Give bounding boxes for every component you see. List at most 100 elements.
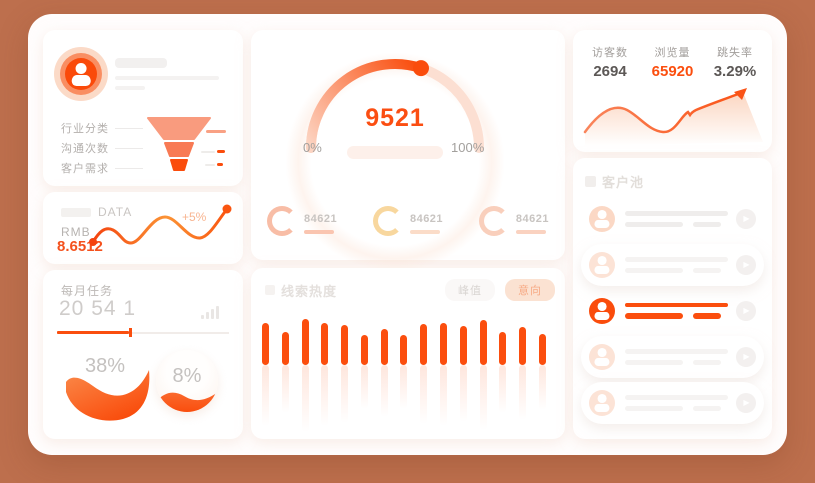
customer-text-placeholder: [625, 395, 728, 411]
counter-item: 84621: [372, 206, 443, 236]
liquid-gauge-38: [66, 370, 150, 421]
funnel-labels: 行业分类 沟通次数 客户需求: [61, 118, 143, 178]
customer-list-item[interactable]: ▶: [581, 244, 764, 286]
bar: [538, 334, 546, 365]
bar-reflection: [360, 365, 368, 409]
liquid-wave: [156, 392, 218, 412]
chart-icon: [201, 306, 219, 319]
stats-card: 访客数 2694 浏览量 65920 跳失率 3.29%: [573, 30, 772, 152]
bar-reflection: [420, 365, 428, 424]
stat-pageviews: 浏览量 65920: [646, 44, 700, 80]
counter-value: 84621: [304, 212, 338, 225]
liquid-gauge-8: 8%: [156, 350, 218, 412]
customer-avatar: [589, 344, 615, 370]
leader-line: [115, 147, 143, 149]
chevron-right-icon[interactable]: ▶: [736, 347, 756, 367]
bar-reflection: [321, 365, 329, 426]
person-icon: [589, 344, 615, 370]
intent-button[interactable]: 意向: [505, 279, 555, 301]
customer-list-item[interactable]: ▶: [581, 336, 764, 378]
peak-button[interactable]: 峰值: [445, 279, 495, 301]
currency-label: RMB: [61, 225, 91, 239]
gauge-max-label: 100%: [451, 140, 485, 155]
bar-reflection: [499, 365, 507, 413]
subtitle-placeholder: [115, 76, 219, 80]
customer-avatar: [589, 252, 615, 278]
gauge-placeholder-pill: [347, 146, 443, 159]
ring-icon: [267, 206, 297, 236]
bar: [301, 319, 309, 365]
customer-list-item[interactable]: ▶: [581, 382, 764, 424]
data-trend-card: DATA RMB 8.6512 +5%: [43, 192, 243, 264]
title-square-icon: [585, 176, 596, 187]
customer-list-item[interactable]: ▶: [581, 198, 764, 240]
data-card-title: DATA: [98, 205, 133, 219]
avatar: [53, 46, 109, 102]
arrow-icon: [734, 88, 747, 100]
leader-line: [115, 167, 143, 169]
funnel-row-label: 行业分类: [61, 123, 109, 135]
customer-text-placeholder: [625, 303, 728, 319]
stat-value: 2694: [593, 63, 627, 80]
stat-value: 3.29%: [713, 63, 757, 80]
funnel-indicator: [201, 150, 225, 153]
gauge-card: 9521 0% 100% 84621 84621 84621: [251, 30, 565, 276]
ring-icon: [372, 206, 403, 236]
title-square-icon: [265, 285, 275, 295]
gauge-value: 9521: [365, 104, 425, 132]
funnel-row: 客户需求: [61, 158, 143, 178]
person-icon: [589, 252, 615, 278]
person-icon: [589, 206, 615, 232]
dashboard-panel: 行业分类 沟通次数 客户需求 DATA RMB 8.65: [28, 14, 787, 455]
gauge-knob[interactable]: [413, 60, 429, 77]
chevron-right-icon[interactable]: ▶: [736, 209, 756, 229]
gauge-chart: [306, 59, 484, 153]
heat-bar-reflection: [262, 365, 546, 435]
ring-icon: [478, 206, 509, 236]
customer-text-placeholder: [625, 349, 728, 365]
customer-list: ▶ ▶ ▶: [581, 198, 764, 428]
customer-pool-card: 客户池 ▶ ▶: [573, 158, 772, 439]
bar: [360, 335, 368, 365]
customer-avatar: [589, 390, 615, 416]
avatar-core: [65, 58, 97, 90]
counter-value: 84621: [515, 212, 549, 225]
trend-wave-chart: [89, 204, 232, 246]
chevron-right-icon[interactable]: ▶: [736, 301, 756, 321]
stat-value: 65920: [651, 63, 694, 80]
funnel-row: 沟通次数: [61, 138, 143, 158]
funnel-row-label: 沟通次数: [61, 143, 109, 155]
person-icon: [589, 390, 615, 416]
leader-line: [115, 127, 143, 129]
bar: [499, 332, 507, 365]
bar-reflection: [262, 365, 269, 426]
funnel-row: 行业分类: [61, 118, 143, 138]
monthly-tasks-card: 每月任务 20 54 1 38% 8%: [43, 270, 243, 439]
bar-reflection: [440, 365, 448, 426]
customer-avatar: [589, 298, 615, 324]
customer-text-placeholder: [625, 257, 728, 273]
gauge-min-label: 0%: [303, 140, 322, 155]
delta-badge: +5%: [182, 210, 207, 224]
liquid-gauge-8-label: 8%: [172, 365, 202, 387]
heat-chart-card: 线索热度 峰值 意向: [251, 268, 565, 439]
counter-item: 84621: [267, 206, 337, 236]
bar: [479, 320, 487, 365]
profile-funnel-card: 行业分类 沟通次数 客户需求: [43, 30, 243, 186]
pool-title: 客户池: [602, 175, 645, 190]
customer-avatar: [589, 206, 615, 232]
bar-reflection: [400, 365, 408, 409]
bar: [400, 335, 408, 365]
bar: [380, 329, 388, 365]
heat-bar-chart: [262, 319, 546, 365]
person-icon: [589, 298, 615, 324]
customer-list-item[interactable]: ▶: [581, 290, 764, 332]
chevron-right-icon[interactable]: ▶: [736, 255, 756, 275]
bar: [420, 324, 428, 365]
bar-reflection: [341, 365, 349, 423]
funnel-indicator: [205, 163, 223, 166]
customer-text-placeholder: [625, 211, 728, 227]
chevron-right-icon[interactable]: ▶: [736, 393, 756, 413]
bar-reflection: [301, 365, 309, 432]
stat-label: 访客数: [592, 47, 628, 59]
